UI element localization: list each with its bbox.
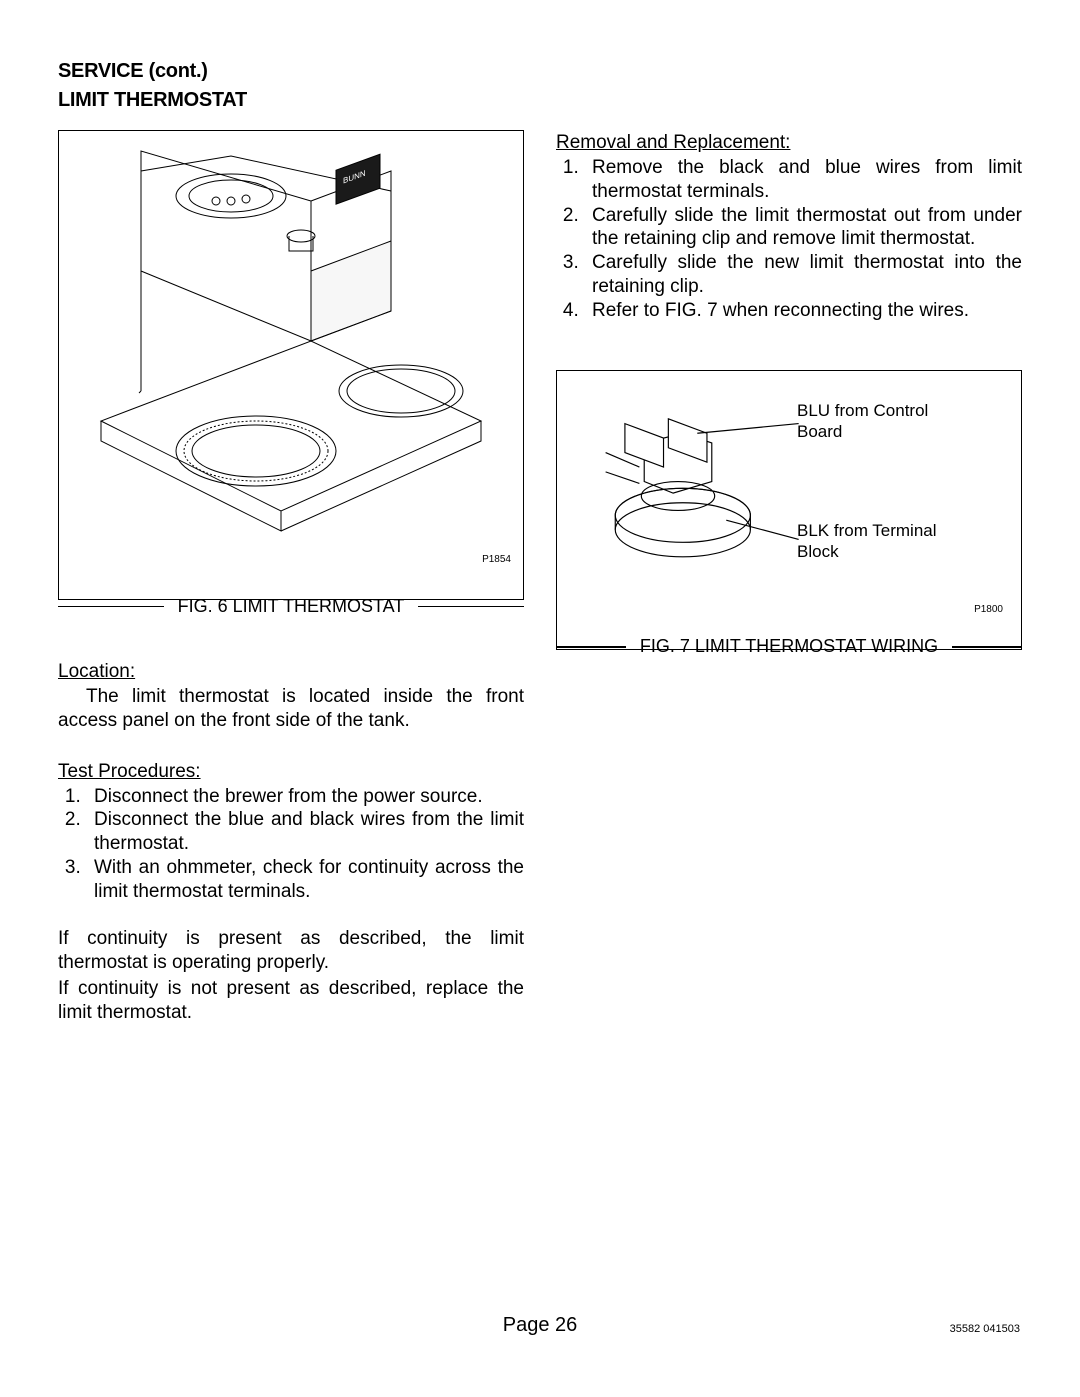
figure-7-box: BLU from Control Board BLK from Terminal…	[556, 370, 1022, 650]
list-item: Carefully slide the limit thermostat out…	[584, 204, 1022, 252]
list-item: Carefully slide the new limit thermostat…	[584, 251, 1022, 299]
list-item: With an ohmmeter, check for continuity a…	[86, 856, 524, 904]
service-header: SERVICE (cont.)	[58, 60, 1022, 83]
right-column: Removal and Replacement: Remove the blac…	[556, 130, 1022, 1024]
document-number: 35582 041503	[950, 1323, 1020, 1335]
figure-7-label-blk: BLK from Terminal Block	[797, 521, 967, 562]
two-column-layout: BUNN P1854	[58, 130, 1022, 1024]
list-item: Remove the black and blue wires from lim…	[584, 156, 1022, 204]
test-result-ok: If continuity is present as described, t…	[58, 927, 524, 975]
list-item: Disconnect the blue and black wires from…	[86, 808, 524, 856]
caption-rule-right	[418, 606, 524, 608]
removal-label: Removal and Replacement:	[556, 132, 1022, 154]
location-label: Location:	[58, 661, 524, 683]
figure-6-box: BUNN P1854	[58, 130, 524, 600]
figure-7-part-number: P1800	[974, 604, 1003, 615]
page-number: Page 26	[0, 1314, 1080, 1337]
page: SERVICE (cont.) LIMIT THERMOSTAT	[0, 0, 1080, 1397]
list-item: Refer to FIG. 7 when reconnecting the wi…	[584, 299, 1022, 323]
removal-steps: Remove the black and blue wires from lim…	[556, 156, 1022, 322]
figure-7-label-blu: BLU from Control Board	[797, 401, 967, 442]
figure-6-illustration: BUNN	[69, 141, 513, 561]
test-steps: Disconnect the brewer from the power sou…	[58, 785, 524, 904]
test-result-bad: If continuity is not present as describe…	[58, 977, 524, 1025]
caption-rule-left	[58, 606, 164, 608]
component-header: LIMIT THERMOSTAT	[58, 89, 1022, 112]
test-label: Test Procedures:	[58, 761, 524, 783]
left-column: BUNN P1854	[58, 130, 524, 1024]
list-item: Disconnect the brewer from the power sou…	[86, 785, 524, 809]
figure-6-part-number: P1854	[482, 554, 511, 565]
location-text: The limit thermostat is located inside t…	[58, 685, 524, 733]
